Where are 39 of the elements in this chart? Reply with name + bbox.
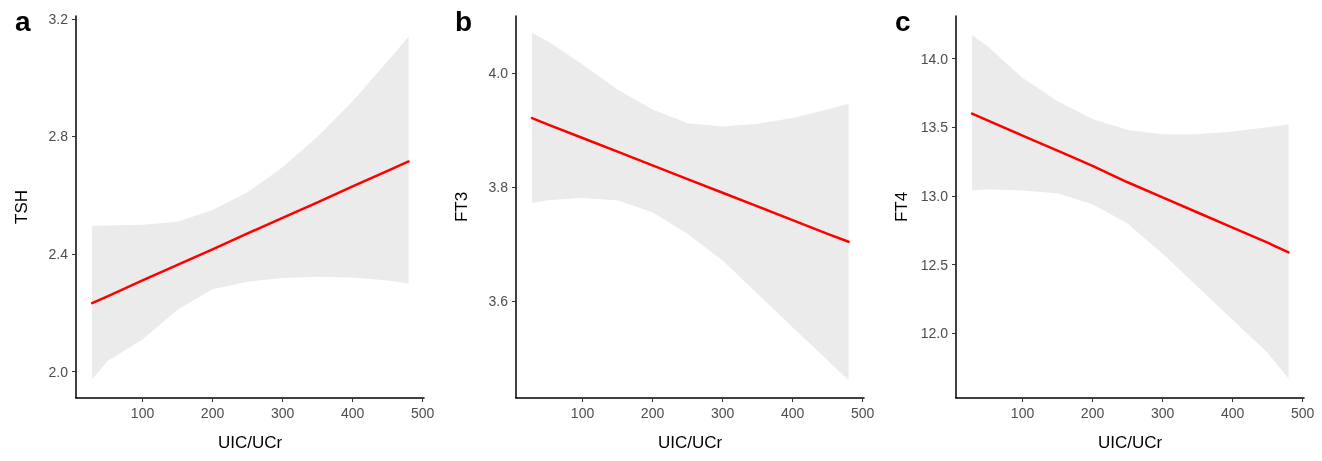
- x-tick-label: 500: [850, 405, 875, 421]
- x-tick-label: 500: [410, 405, 435, 421]
- y-axis-title: FT4: [891, 191, 911, 223]
- x-tick-label: 400: [780, 405, 805, 421]
- x-tick-label: 200: [200, 405, 225, 421]
- y-tick-label: 12.0: [920, 325, 949, 342]
- y-tick-label: 13.0: [920, 188, 949, 205]
- y-tick-label: 12.5: [920, 256, 949, 273]
- x-tick-label: 100: [570, 405, 595, 421]
- x-tick-label: 200: [1080, 405, 1105, 421]
- chart-title: a: [15, 5, 31, 37]
- y-axis-title: FT3: [452, 191, 471, 223]
- line-series: [970, 112, 1290, 254]
- line-series: [90, 160, 410, 305]
- x-tick-label: 200: [640, 405, 665, 421]
- x-tick-label: 300: [270, 405, 295, 421]
- x-tick-label: 100: [1010, 405, 1035, 421]
- chart-title: b: [455, 5, 473, 37]
- x-axis-title: UIC/UCr: [217, 433, 283, 452]
- x-tick-label: 100: [130, 405, 155, 421]
- x-axis-title: UIC/UCr: [657, 433, 723, 452]
- x-tick-label: 300: [1150, 405, 1175, 421]
- y-tick-label: 14.0: [920, 50, 949, 67]
- y-tick-label: 2.8: [48, 128, 69, 145]
- y-tick-label: 2.0: [48, 363, 69, 380]
- y-tick-label: 4.0: [488, 65, 509, 82]
- y-tick-label: 2.4: [48, 246, 69, 263]
- y-tick-label: 3.8: [488, 179, 509, 196]
- x-axis-title: UIC/UCr: [1097, 433, 1163, 452]
- chart-title: c: [895, 5, 911, 37]
- y-axis-title: TSH: [12, 190, 31, 224]
- y-tick-label: 3.6: [488, 293, 509, 310]
- x-tick-label: 300: [710, 405, 735, 421]
- x-tick-label: 400: [1220, 405, 1245, 421]
- x-tick-label: 400: [340, 405, 365, 421]
- x-tick-label: 500: [1290, 405, 1315, 421]
- y-tick-label: 3.2: [48, 10, 69, 27]
- line-series: [530, 116, 850, 244]
- y-tick-label: 13.5: [920, 119, 949, 136]
